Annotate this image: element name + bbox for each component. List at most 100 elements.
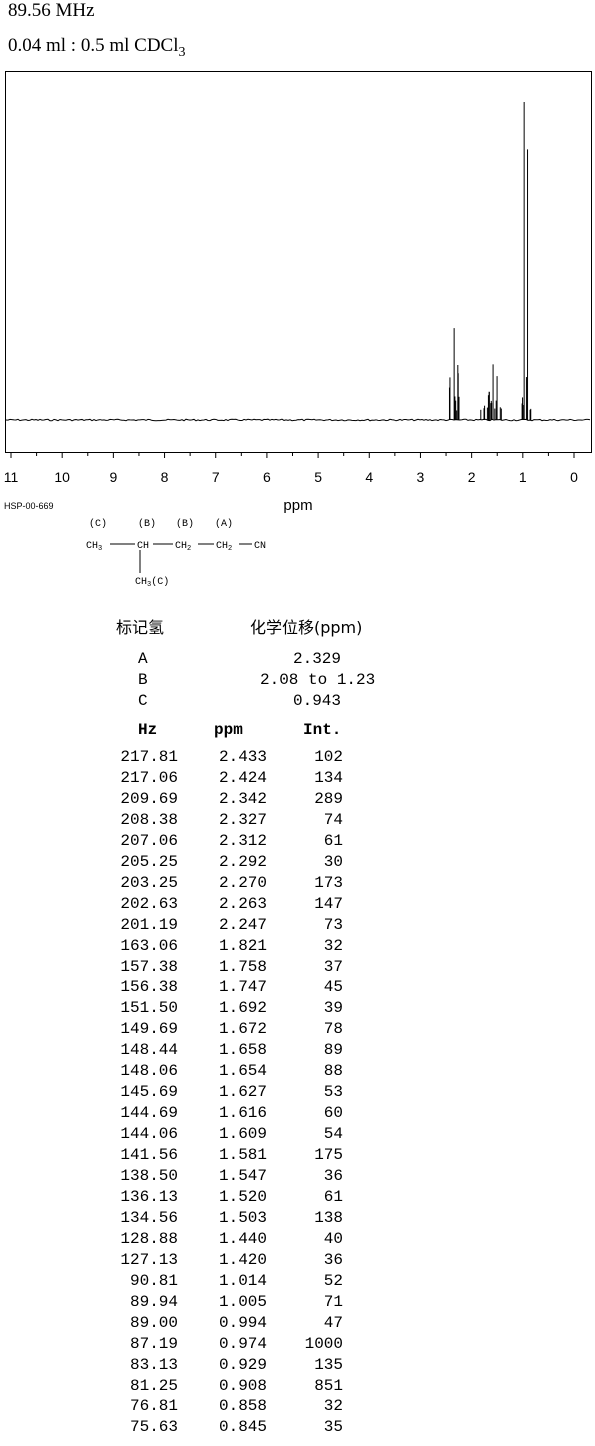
- peak-table-row: 145.69 1.627 53: [0, 1083, 595, 1104]
- cell-hz: 83.13: [129, 1355, 178, 1374]
- cell-ppm: 2.327: [218, 810, 267, 829]
- cell-hz: 134.56: [120, 1208, 178, 1227]
- cell-hz: 89.00: [129, 1313, 178, 1332]
- peak-table-row: 89.94 1.005 71: [0, 1293, 595, 1314]
- cell-hz: 156.38: [120, 978, 178, 997]
- cell-hz: 145.69: [120, 1083, 178, 1102]
- x-tick-label: 4: [365, 469, 373, 485]
- peak-table-row: 201.19 2.247 73: [0, 916, 595, 937]
- cell-int: 135: [314, 1355, 343, 1374]
- cell-ppm: 1.654: [218, 1062, 267, 1081]
- cell-int: 138: [314, 1208, 343, 1227]
- cell-ppm: 2.433: [218, 748, 267, 766]
- peak-table-row: 202.63 2.263 147: [0, 895, 595, 916]
- cell-hz: 136.13: [120, 1187, 178, 1206]
- cell-ppm: 0.908: [218, 1376, 267, 1395]
- cell-int: 61: [323, 1187, 343, 1206]
- cell-int: 37: [323, 957, 343, 976]
- peak-table-row: 217.81 2.433 102: [0, 748, 595, 769]
- assignment-row: A 2.329: [0, 650, 595, 670]
- cell-hz: 81.25: [129, 1376, 178, 1395]
- baseline-trace: [5, 418, 591, 422]
- assignment-label: C: [138, 692, 148, 710]
- cell-ppm: 1.609: [218, 1125, 267, 1144]
- cell-int: 73: [323, 915, 343, 934]
- x-tick-label: 9: [109, 469, 117, 485]
- peak-table-row: 148.06 1.654 88: [0, 1062, 595, 1083]
- peak-table-row: 157.38 1.758 37: [0, 958, 595, 979]
- sample-concentration: 0.04 ml : 0.5 ml CDCl3: [8, 35, 186, 61]
- peak-table-row: 141.56 1.581 175: [0, 1146, 595, 1167]
- assignment-header-label: 标记氢: [116, 618, 165, 637]
- cell-ppm: 1.692: [218, 999, 267, 1018]
- x-tick-label: 3: [417, 469, 425, 485]
- cell-int: 35: [323, 1418, 343, 1437]
- cell-ppm: 1.658: [218, 1041, 267, 1060]
- cell-int: 1000: [304, 1334, 343, 1353]
- cell-hz: 141.56: [120, 1146, 178, 1165]
- cell-int: 61: [323, 831, 343, 850]
- cell-ppm: 0.845: [218, 1418, 267, 1437]
- cell-hz: 205.25: [120, 852, 178, 871]
- cell-int: 39: [323, 999, 343, 1018]
- atom-ch3: CH3: [86, 541, 102, 553]
- peak-table-row: 205.25 2.292 30: [0, 853, 595, 874]
- cell-int: 47: [323, 1313, 343, 1332]
- peak-table-row: 207.06 2.312 61: [0, 832, 595, 853]
- cell-int: 851: [314, 1376, 343, 1395]
- cell-hz: 202.63: [120, 894, 178, 913]
- cell-int: 30: [323, 852, 343, 871]
- cell-int: 78: [323, 1020, 343, 1039]
- peak-table-row: 217.06 2.424 134: [0, 769, 595, 790]
- x-tick-label: 8: [161, 469, 169, 485]
- cell-ppm: 1.672: [218, 1020, 267, 1039]
- peak-table-row: 136.13 1.520 61: [0, 1188, 595, 1209]
- peak-table-header: Hz ppm Int.: [0, 721, 595, 743]
- cell-ppm: 2.247: [218, 915, 267, 934]
- molecular-structure: (C) (B) (B) (A) CH3 CH CH2 CH2 CN CH3(C): [86, 518, 266, 589]
- peak-table-row: 127.13 1.420 36: [0, 1251, 595, 1272]
- peak-table-row: 81.25 0.908 851: [0, 1377, 595, 1398]
- cell-int: 71: [323, 1292, 343, 1311]
- cell-ppm: 2.342: [218, 789, 267, 808]
- cell-int: 60: [323, 1104, 343, 1123]
- cell-hz: 128.88: [120, 1229, 178, 1248]
- x-tick-label: 1: [519, 469, 527, 485]
- structure-label-b1: (B): [138, 518, 156, 530]
- x-tick-label: 6: [263, 469, 271, 485]
- peak-table-row: 76.81 0.858 32: [0, 1397, 595, 1418]
- x-tick-label: 5: [314, 469, 322, 485]
- peak-table-row: 87.19 0.974 1000: [0, 1335, 595, 1356]
- assignment-label: A: [138, 650, 148, 668]
- plot-frame: [5, 71, 592, 453]
- peak-table-row: 83.13 0.929 135: [0, 1356, 595, 1377]
- peak-table-row: 128.88 1.440 40: [0, 1230, 595, 1251]
- cell-int: 53: [323, 1083, 343, 1102]
- cell-hz: 144.06: [120, 1125, 178, 1144]
- peak-table-row: 203.25 2.270 173: [0, 874, 595, 895]
- spectrum-code: HSP-00-669: [4, 501, 54, 511]
- cell-int: 32: [323, 936, 343, 955]
- cell-ppm: 0.974: [218, 1334, 267, 1353]
- peak-table-row: 149.69 1.672 78: [0, 1020, 595, 1041]
- cell-int: 88: [323, 1062, 343, 1081]
- assignment-header-shift: 化学位移(ppm): [250, 618, 363, 637]
- cell-ppm: 2.263: [218, 894, 267, 913]
- peak-table-row: 134.56 1.503 138: [0, 1209, 595, 1230]
- peak-table-row: 144.06 1.609 54: [0, 1125, 595, 1146]
- cell-hz: 75.63: [129, 1418, 178, 1437]
- atom-ch2-b: CH2: [175, 541, 191, 553]
- x-tick-label: 10: [54, 469, 70, 485]
- cell-ppm: 1.547: [218, 1167, 267, 1185]
- cell-ppm: 0.929: [218, 1355, 267, 1374]
- atom-ch2-a: CH2: [216, 541, 232, 553]
- cell-int: 74: [323, 810, 343, 829]
- assignment-shift: 2.329: [293, 650, 342, 668]
- cell-int: 102: [314, 748, 343, 766]
- peak-table-row: 151.50 1.692 39: [0, 999, 595, 1020]
- cell-hz: 203.25: [120, 873, 178, 892]
- cell-hz: 207.06: [120, 831, 178, 850]
- cell-hz: 209.69: [120, 789, 178, 808]
- cell-ppm: 1.520: [218, 1187, 267, 1206]
- cell-hz: 217.06: [120, 768, 178, 787]
